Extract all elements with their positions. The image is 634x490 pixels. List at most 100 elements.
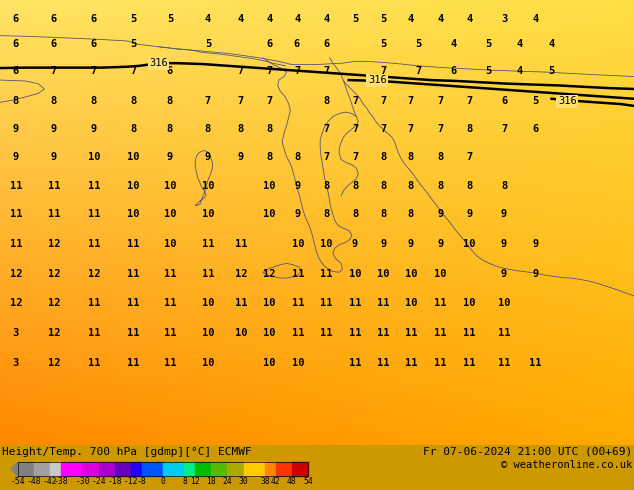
- Text: 11: 11: [10, 181, 22, 191]
- Text: 5: 5: [380, 40, 387, 49]
- Text: 12: 12: [48, 239, 60, 249]
- Text: 11: 11: [292, 269, 304, 279]
- Text: -12: -12: [124, 477, 138, 487]
- Text: 11: 11: [48, 181, 60, 191]
- Text: -18: -18: [107, 477, 122, 487]
- Text: 5: 5: [485, 66, 491, 76]
- Text: 42: 42: [271, 477, 281, 487]
- Text: 9: 9: [501, 209, 507, 220]
- Text: 9: 9: [533, 239, 539, 249]
- Text: 7: 7: [266, 66, 273, 76]
- Text: 4: 4: [323, 14, 330, 24]
- Text: 8: 8: [352, 209, 358, 220]
- Text: 7: 7: [408, 97, 414, 106]
- Text: 9: 9: [13, 151, 19, 162]
- Text: 11: 11: [434, 298, 447, 308]
- Text: 8: 8: [266, 151, 273, 162]
- Text: 11: 11: [377, 358, 390, 368]
- Text: 30: 30: [238, 477, 249, 487]
- Text: 10: 10: [377, 269, 390, 279]
- Text: 10: 10: [164, 181, 176, 191]
- Text: 8: 8: [408, 151, 414, 162]
- Text: 3: 3: [501, 14, 507, 24]
- Text: 11: 11: [10, 239, 22, 249]
- Text: 316: 316: [558, 97, 577, 106]
- Text: 9: 9: [437, 239, 444, 249]
- Text: 12: 12: [48, 328, 60, 338]
- Text: 10: 10: [320, 239, 333, 249]
- Text: 4: 4: [517, 40, 523, 49]
- Text: 10: 10: [127, 151, 139, 162]
- Text: 7: 7: [352, 124, 358, 134]
- Text: 9: 9: [205, 151, 211, 162]
- Text: 11: 11: [463, 328, 476, 338]
- Text: 10: 10: [202, 328, 214, 338]
- Text: 10: 10: [404, 269, 417, 279]
- Text: 8: 8: [167, 124, 173, 134]
- Text: 9: 9: [91, 124, 97, 134]
- Text: 10: 10: [164, 209, 176, 220]
- Polygon shape: [11, 462, 18, 476]
- Text: 10: 10: [263, 328, 276, 338]
- Text: 7: 7: [91, 66, 97, 76]
- Text: 9: 9: [51, 124, 57, 134]
- Text: 7: 7: [466, 151, 472, 162]
- Text: 11: 11: [164, 328, 176, 338]
- Text: 5: 5: [485, 40, 491, 49]
- Text: 12: 12: [190, 477, 200, 487]
- Text: 6: 6: [51, 14, 57, 24]
- Text: 10: 10: [202, 358, 214, 368]
- Text: 7: 7: [130, 66, 136, 76]
- Text: 7: 7: [352, 151, 358, 162]
- Text: 5: 5: [380, 14, 387, 24]
- Text: 38: 38: [260, 477, 270, 487]
- Text: 8: 8: [323, 209, 330, 220]
- Text: 8: 8: [130, 97, 136, 106]
- Text: © weatheronline.co.uk: © weatheronline.co.uk: [501, 460, 632, 470]
- Text: 10: 10: [87, 151, 100, 162]
- Text: 9: 9: [501, 239, 507, 249]
- Text: 6: 6: [533, 124, 539, 134]
- Text: 6: 6: [91, 40, 97, 49]
- Text: 8: 8: [501, 181, 507, 191]
- Text: -48: -48: [27, 477, 41, 487]
- Text: 10: 10: [498, 298, 510, 308]
- Text: -42: -42: [43, 477, 58, 487]
- Text: 10: 10: [263, 181, 276, 191]
- Text: 7: 7: [323, 66, 330, 76]
- Text: 6: 6: [13, 40, 19, 49]
- Text: 4: 4: [466, 14, 472, 24]
- Text: 6: 6: [91, 14, 97, 24]
- Text: 9: 9: [13, 124, 19, 134]
- Text: 316: 316: [149, 58, 168, 68]
- Text: 6: 6: [323, 40, 330, 49]
- Text: 7: 7: [408, 124, 414, 134]
- Text: 4: 4: [548, 40, 555, 49]
- Text: 9: 9: [295, 181, 301, 191]
- Text: 10: 10: [164, 239, 176, 249]
- Text: 7: 7: [501, 124, 507, 134]
- Text: 5: 5: [548, 66, 555, 76]
- Text: 6: 6: [294, 40, 300, 49]
- Text: 11: 11: [127, 358, 139, 368]
- Text: 12: 12: [48, 269, 60, 279]
- Text: 6: 6: [13, 14, 19, 24]
- Text: 9: 9: [352, 239, 358, 249]
- Text: 11: 11: [127, 328, 139, 338]
- Text: -24: -24: [91, 477, 106, 487]
- Text: 11: 11: [529, 358, 542, 368]
- Text: 11: 11: [202, 269, 214, 279]
- Text: 3: 3: [13, 328, 19, 338]
- Text: 10: 10: [263, 298, 276, 308]
- Text: 11: 11: [377, 328, 390, 338]
- Text: 11: 11: [349, 358, 361, 368]
- Text: 5: 5: [352, 14, 358, 24]
- Text: 4: 4: [238, 14, 244, 24]
- Text: 10: 10: [127, 181, 139, 191]
- Text: 4: 4: [205, 14, 211, 24]
- Text: 11: 11: [235, 239, 247, 249]
- Text: 7: 7: [466, 97, 472, 106]
- Text: 4: 4: [517, 66, 523, 76]
- Text: 4: 4: [450, 40, 456, 49]
- Text: 6: 6: [51, 40, 57, 49]
